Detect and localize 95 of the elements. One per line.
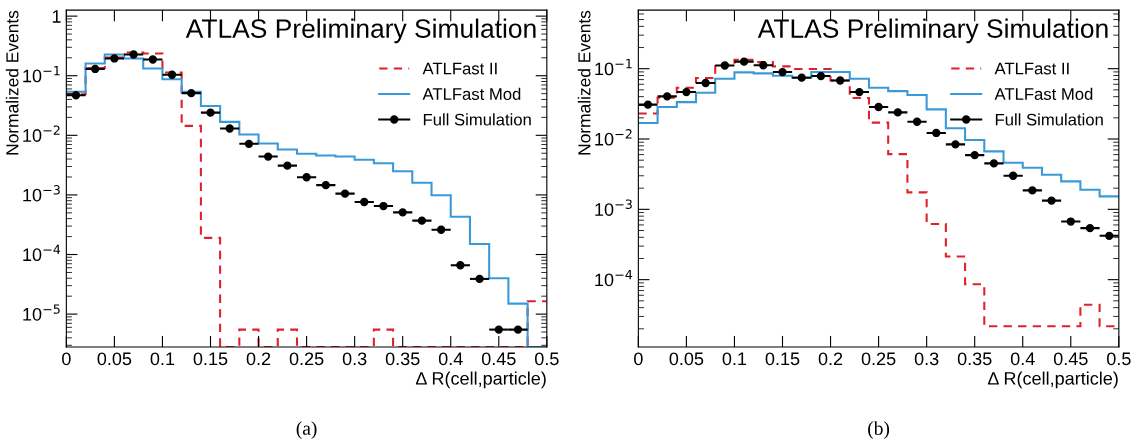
point [1066, 217, 1075, 226]
point [1085, 223, 1095, 233]
point [893, 108, 902, 117]
y-tick-label: 10$^{−4}$ [23, 244, 61, 262]
x-tick-label: 0.2 [246, 352, 271, 366]
point [643, 100, 653, 109]
point [456, 261, 465, 270]
chart-title: ATLAS Preliminary Simulation [185, 18, 536, 44]
x-tick-label: 0 [62, 352, 71, 366]
x-tick-label: 0.15 [765, 352, 800, 366]
legend-label: ATLFast Mod [994, 87, 1093, 100]
chart-title: ATLAS Preliminary Simulation [757, 18, 1108, 44]
y-axis-title: Normalized Events [5, 10, 19, 155]
y-tick-label: 10$^{−1}$ [23, 66, 60, 83]
point [225, 124, 234, 133]
point [379, 201, 388, 211]
y-tick-label: 1 [52, 10, 61, 23]
point [417, 216, 427, 225]
point [778, 67, 787, 77]
y-tick-label: 10$^{−3}$ [595, 199, 632, 216]
point [321, 180, 330, 190]
point [874, 102, 883, 112]
point [797, 73, 806, 82]
legend-label: ATLFast II [422, 62, 497, 75]
text: (b) [868, 421, 890, 439]
point [360, 197, 369, 207]
x-tick-label: 0.05 [97, 352, 132, 366]
point [739, 57, 749, 66]
point [91, 64, 100, 74]
point [1105, 231, 1114, 240]
point [835, 76, 845, 85]
point [1008, 171, 1018, 180]
y-tick-label: 10$^{−1}$ [595, 58, 632, 76]
point [71, 91, 81, 100]
x-tick-label: 0.4 [438, 352, 463, 366]
x-tick-label: 0.45 [481, 352, 516, 366]
point [475, 274, 484, 284]
x-tick-label: 0.3 [342, 352, 367, 366]
x-tick-label: 0.4 [1010, 352, 1035, 366]
point [855, 87, 864, 97]
x-axis-title: Δ R(cell,particle) [415, 371, 546, 389]
point [951, 140, 960, 149]
x-tick-label: 0.25 [861, 352, 896, 366]
y-tick-label: 10$^{−2}$ [23, 125, 60, 142]
x-tick-label: 0.2 [818, 352, 843, 366]
point [436, 225, 446, 234]
x-tick-label: 0.15 [193, 352, 228, 366]
y-tick-label: 10$^{−2}$ [595, 129, 632, 146]
point [187, 88, 196, 98]
x-tick-label: 0.35 [957, 352, 992, 366]
point [340, 189, 350, 198]
point [720, 61, 730, 70]
x-tick-label: 0.35 [385, 352, 420, 366]
x-tick-label: 0.1 [150, 352, 175, 366]
point [816, 71, 826, 81]
x-tick-label: 0.1 [722, 352, 747, 366]
legend-label: ATLFast Mod [422, 87, 521, 100]
point [682, 87, 691, 97]
x-tick-label: 0.05 [669, 352, 704, 366]
y-axis-title: Normalized Events [577, 10, 591, 155]
x-tick-label: 0.25 [289, 352, 324, 366]
point [932, 128, 941, 138]
point [970, 150, 979, 160]
point [283, 161, 292, 170]
point [129, 50, 138, 59]
point [263, 152, 273, 161]
legend-label: Full Simulation [995, 113, 1103, 126]
point [494, 325, 503, 334]
text: (a) [296, 421, 317, 439]
y-tick-label: 10$^{−3}$ [23, 185, 60, 202]
point [398, 208, 407, 217]
point [701, 78, 710, 88]
legend-label: Full Simulation [423, 113, 531, 126]
y-tick-label: 10$^{−5}$ [23, 304, 60, 321]
x-tick-label: 0.45 [1053, 352, 1088, 366]
point [206, 108, 215, 117]
x-tick-label: 0.5 [1106, 352, 1131, 366]
legend-label: ATLFast II [994, 62, 1069, 75]
x-tick-label: 0 [634, 352, 643, 366]
point [110, 54, 119, 63]
point [244, 139, 254, 148]
point [759, 61, 768, 70]
point [148, 55, 158, 64]
point [302, 173, 311, 182]
x-tick-label: 0.3 [914, 352, 939, 366]
point [1047, 196, 1056, 205]
y-tick-label: 10$^{−4}$ [595, 269, 633, 287]
point [663, 92, 672, 101]
x-tick-label: 0.5 [534, 352, 559, 366]
point [513, 325, 523, 334]
x-axis-title: Δ R(cell,particle) [987, 371, 1118, 389]
point [912, 117, 922, 126]
point [989, 159, 999, 168]
point [167, 70, 177, 79]
point [1028, 186, 1037, 195]
